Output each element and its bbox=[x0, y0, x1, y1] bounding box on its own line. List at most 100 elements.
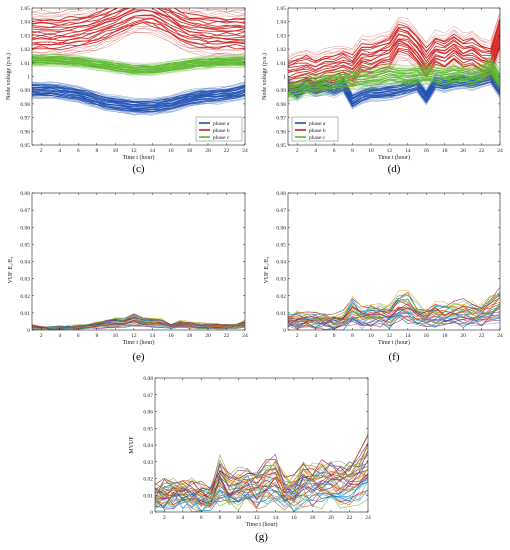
series-line bbox=[32, 54, 245, 66]
x-tick-label: 6 bbox=[77, 148, 80, 154]
series-line bbox=[288, 15, 500, 60]
y-tick-label: 0.08 bbox=[276, 191, 286, 197]
series-line bbox=[32, 96, 245, 115]
y-tick-label: 0.08 bbox=[20, 191, 30, 197]
x-tick-label: 8 bbox=[351, 333, 354, 339]
series-line bbox=[32, 8, 245, 17]
series-line bbox=[32, 8, 245, 18]
y-tick-label: 0.02 bbox=[276, 294, 286, 300]
series-line bbox=[288, 313, 500, 329]
chart-c: 2 4 6 8 10 12 14 16 18 20 22 240.950.960.970.980.99… bbox=[5, 6, 248, 175]
panel-caption: (c) bbox=[132, 163, 145, 175]
y-tick-label: 0 bbox=[150, 510, 153, 516]
y-axis-label-math: E₂/E₁ bbox=[264, 256, 270, 269]
x-tick-label: 4 bbox=[181, 515, 184, 521]
panel-caption: (e) bbox=[132, 351, 145, 363]
y-tick-label: 0.07 bbox=[276, 208, 286, 214]
series-line bbox=[32, 87, 245, 106]
series-line bbox=[32, 90, 245, 108]
series-line bbox=[155, 442, 368, 499]
series-line bbox=[32, 9, 245, 37]
series-line bbox=[288, 59, 500, 86]
x-tick-label: 8 bbox=[218, 515, 221, 521]
x-tick-label: 24 bbox=[497, 333, 503, 339]
series-line bbox=[288, 84, 500, 109]
series-line bbox=[32, 8, 245, 22]
y-tick-label: 1.02 bbox=[20, 47, 30, 53]
y-axis-label-text: VUF bbox=[264, 271, 270, 284]
series-phase-b bbox=[32, 8, 245, 59]
series-bundle bbox=[32, 313, 245, 330]
y-tick-label: 0.06 bbox=[276, 225, 286, 231]
series-line bbox=[288, 56, 500, 82]
y-tick-label: 0.01 bbox=[20, 311, 30, 317]
x-tick-label: 2 bbox=[40, 148, 43, 154]
x-tick-label: 18 bbox=[442, 148, 448, 154]
series-line bbox=[32, 56, 245, 68]
series-line bbox=[288, 29, 500, 72]
series-line bbox=[32, 66, 245, 77]
y-tick-label: 0.95 bbox=[20, 143, 30, 149]
y-tick-label: 0.96 bbox=[276, 129, 286, 135]
series-line bbox=[32, 57, 245, 69]
series-line bbox=[288, 73, 500, 100]
series-bundle bbox=[288, 287, 500, 330]
chart-f: 2 4 6 8 10 12 14 16 18 20 22 2400.010.020.030.040.0… bbox=[264, 191, 503, 363]
series-line bbox=[288, 18, 500, 63]
x-tick-label: 6 bbox=[77, 333, 80, 339]
series-line bbox=[288, 289, 500, 321]
y-tick-label: 0.98 bbox=[276, 102, 286, 108]
y-tick-label: 0 bbox=[283, 328, 286, 334]
series-line bbox=[288, 295, 500, 322]
series-line bbox=[288, 316, 500, 330]
y-tick-label: 0.07 bbox=[143, 393, 153, 399]
legend-entry: phase b bbox=[309, 128, 326, 134]
series-line bbox=[288, 31, 500, 74]
series-line bbox=[288, 306, 500, 327]
series-bundle bbox=[155, 434, 368, 512]
y-tick-label: 0.08 bbox=[143, 376, 153, 382]
y-tick-label: 1 bbox=[283, 75, 286, 81]
series-line bbox=[155, 487, 368, 512]
series-line bbox=[32, 86, 245, 105]
series-line bbox=[32, 25, 245, 53]
x-tick-label: 16 bbox=[291, 515, 297, 521]
x-tick-label: 8 bbox=[95, 148, 98, 154]
y-tick-label: 1.04 bbox=[20, 20, 30, 26]
series-line bbox=[288, 37, 500, 82]
y-tick-label: 0.02 bbox=[143, 477, 153, 483]
series-line bbox=[288, 64, 500, 91]
legend-entry: phase a bbox=[213, 121, 230, 127]
y-tick-label: 0.01 bbox=[143, 493, 153, 499]
y-axis-label: VUF E₂/E₁ bbox=[264, 256, 270, 283]
y-tick-label: 0.97 bbox=[20, 116, 30, 122]
series-line bbox=[288, 305, 500, 327]
x-tick-label: 2 bbox=[296, 333, 299, 339]
y-tick-label: 1.02 bbox=[276, 47, 286, 53]
legend-entry: phase a bbox=[309, 121, 326, 127]
y-tick-label: 0.03 bbox=[20, 277, 30, 283]
series-line bbox=[155, 461, 368, 502]
x-tick-label: 6 bbox=[333, 148, 336, 154]
series-line bbox=[155, 459, 368, 502]
series-line bbox=[155, 459, 368, 499]
x-axis-label: Time t (hour) bbox=[245, 521, 277, 528]
series-line bbox=[288, 287, 500, 318]
y-axis-label: Node voltage (p.u.) bbox=[261, 53, 268, 100]
panel-caption: (f) bbox=[389, 351, 400, 363]
chart-e: 2 4 6 8 10 12 14 16 18 20 22 2400.010.020.030.040.0… bbox=[8, 191, 248, 363]
y-tick-label: 0.03 bbox=[276, 277, 286, 283]
x-tick-label: 14 bbox=[150, 148, 156, 154]
x-tick-label: 18 bbox=[187, 333, 193, 339]
chart-d: 2 4 6 8 10 12 14 16 18 20 22 240.950.960.970.980.99… bbox=[261, 6, 503, 175]
y-tick-label: 1.01 bbox=[20, 61, 30, 67]
x-tick-label: 24 bbox=[242, 148, 248, 154]
series-line bbox=[288, 73, 500, 98]
legend-entry: phase c bbox=[213, 135, 230, 141]
series-line bbox=[288, 55, 500, 80]
series-line bbox=[32, 53, 245, 64]
series-line bbox=[288, 45, 500, 89]
y-tick-label: 0.99 bbox=[20, 88, 30, 94]
x-tick-label: 14 bbox=[150, 333, 156, 339]
